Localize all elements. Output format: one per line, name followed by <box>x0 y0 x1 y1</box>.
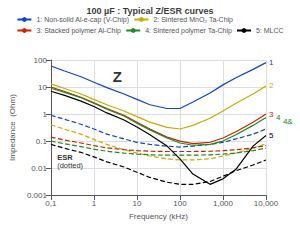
svg-text:100 µF : Typical Z/ESR curves: 100 µF : Typical Z/ESR curves <box>86 6 213 16</box>
svg-text:Z: Z <box>113 68 122 85</box>
svg-text:4: Sintered polymer Ta-Chip: 4: Sintered polymer Ta-Chip <box>145 27 232 35</box>
svg-text:4&: 4& <box>283 117 293 126</box>
svg-text:5: 5 <box>269 131 274 140</box>
svg-text:(dotted): (dotted) <box>57 161 83 170</box>
svg-text:Frequency (kHz): Frequency (kHz) <box>129 212 188 221</box>
svg-text:0.01: 0.01 <box>31 164 47 173</box>
svg-text:1: 1 <box>42 110 47 119</box>
svg-text:1: Non-solid Al-e-cap (V-Chip): 1: Non-solid Al-e-cap (V-Chip) <box>36 16 129 24</box>
svg-text:0,1: 0,1 <box>45 199 57 208</box>
svg-text:100: 100 <box>173 199 187 208</box>
svg-text:0.1: 0.1 <box>36 137 48 146</box>
svg-text:4: 4 <box>276 113 281 122</box>
svg-text:100: 100 <box>34 56 48 65</box>
svg-text:2: 2 <box>269 81 274 90</box>
svg-text:3: 3 <box>269 110 274 119</box>
svg-text:3: Stacked polymer Al-Chip: 3: Stacked polymer Al-Chip <box>36 27 121 35</box>
svg-text:2: Sintered MnO₂ Ta-Chip: 2: Sintered MnO₂ Ta-Chip <box>153 16 233 24</box>
svg-text:10: 10 <box>132 199 141 208</box>
svg-text:5: MLCC: 5: MLCC <box>256 27 284 34</box>
svg-text:1,000: 1,000 <box>213 199 234 208</box>
svg-text:1: 1 <box>92 199 97 208</box>
svg-text:0.001: 0.001 <box>26 190 47 200</box>
svg-text:ESR: ESR <box>57 152 73 162</box>
svg-text:10,000: 10,000 <box>254 199 279 208</box>
svg-text:Impedance (Ohm): Impedance (Ohm) <box>8 94 17 161</box>
svg-text:10: 10 <box>38 83 47 92</box>
svg-text:1: 1 <box>269 58 274 67</box>
